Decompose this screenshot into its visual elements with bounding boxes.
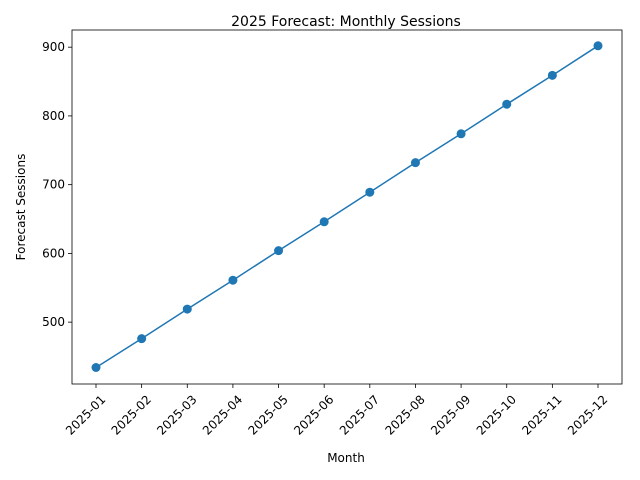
x-tick-label: 2025-01 [63,392,108,437]
x-tick-label: 2025-05 [246,392,291,437]
data-point [593,41,603,51]
chart-title: 2025 Forecast: Monthly Sessions [231,14,461,30]
y-tick-label: 900 [42,40,65,54]
data-point [410,158,420,168]
x-tick-label: 2025-10 [474,392,519,437]
data-point [456,129,466,139]
y-axis: 500 600 700 800 900 [42,40,72,329]
data-point [228,275,238,285]
y-tick-label: 700 [42,178,65,192]
data-point [137,334,147,344]
x-tick-label: 2025-03 [154,392,199,437]
data-point [547,70,557,80]
x-axis: 2025-01 2025-02 2025-03 2025-04 2025-05 2025-… [63,384,610,438]
series-line [95,45,599,369]
data-point [91,363,101,373]
y-axis-label: Forecast Sessions [14,154,28,261]
data-point [182,304,192,314]
x-tick-label: 2025-12 [565,392,610,437]
x-tick-label: 2025-11 [519,392,564,437]
y-tick-label: 600 [42,246,65,260]
x-tick-label: 2025-02 [109,392,154,437]
axes-frame [71,29,623,385]
data-point [319,217,329,227]
data-point [502,99,512,109]
y-tick-label: 800 [42,109,65,123]
x-tick-label: 2025-07 [337,392,382,437]
x-axis-label: Month [327,451,365,465]
data-point [274,246,284,256]
x-tick-label: 2025-08 [382,392,427,437]
x-tick-label: 2025-09 [428,392,473,437]
data-point [365,187,375,197]
y-tick-label: 500 [42,315,65,329]
plot-area [91,41,603,373]
x-tick-label: 2025-06 [291,392,336,437]
x-tick-label: 2025-04 [200,392,245,437]
